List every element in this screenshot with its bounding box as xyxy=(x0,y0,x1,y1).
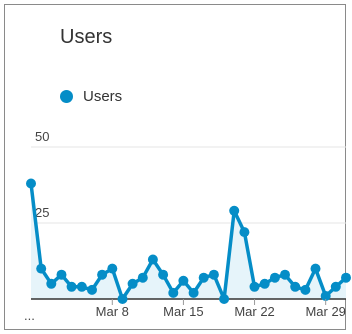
data-point xyxy=(219,294,230,304)
data-point xyxy=(269,272,280,283)
data-point xyxy=(168,287,179,298)
data-point xyxy=(310,263,321,274)
y-tick-label: 25 xyxy=(35,205,49,220)
data-point xyxy=(300,284,311,295)
data-point xyxy=(117,294,128,304)
x-tick-label: Mar 15 xyxy=(163,304,203,319)
legend-label: Users xyxy=(83,87,123,105)
data-point xyxy=(320,291,331,301)
data-point xyxy=(137,272,148,283)
data-point xyxy=(198,272,209,283)
data-point xyxy=(178,275,189,286)
data-point xyxy=(127,278,138,289)
data-point xyxy=(97,269,108,280)
data-point xyxy=(208,269,219,280)
data-point xyxy=(229,205,240,216)
data-point xyxy=(158,269,169,280)
x-tick-label: Mar 8 xyxy=(96,304,129,319)
data-point xyxy=(341,272,351,283)
y-tick-label: 50 xyxy=(35,129,49,144)
data-point xyxy=(66,281,77,292)
x-tick-label: Mar 22 xyxy=(234,304,274,319)
x-start-label: ... xyxy=(24,308,35,323)
data-point xyxy=(259,278,270,289)
data-point xyxy=(56,269,67,280)
data-point xyxy=(290,281,301,292)
data-point xyxy=(107,263,118,274)
series-line-users xyxy=(29,183,348,301)
data-point xyxy=(26,178,36,189)
data-point xyxy=(76,281,87,292)
data-point xyxy=(280,269,290,280)
legend[interactable]: Users xyxy=(60,86,122,106)
data-point xyxy=(330,281,341,292)
data-point xyxy=(147,254,158,265)
data-point xyxy=(249,281,260,292)
data-point xyxy=(36,263,47,274)
legend-dot-icon xyxy=(60,89,73,103)
data-point xyxy=(188,287,199,298)
series-area xyxy=(31,183,346,299)
data-point xyxy=(46,278,57,289)
chart-title: Users xyxy=(60,26,113,48)
data-point xyxy=(239,227,250,238)
x-tick-label: Mar 29 xyxy=(305,304,345,319)
data-point xyxy=(87,284,97,295)
